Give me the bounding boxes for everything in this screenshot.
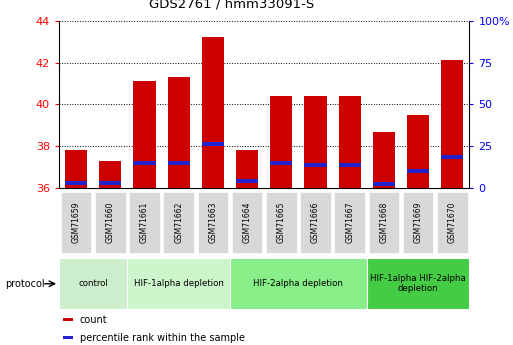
Bar — [63, 318, 73, 321]
Bar — [63, 336, 73, 339]
Bar — [127, 258, 230, 309]
Bar — [168, 77, 190, 188]
Bar — [437, 192, 468, 253]
Text: GSM71665: GSM71665 — [277, 202, 286, 243]
Bar — [95, 192, 126, 253]
Bar — [129, 192, 160, 253]
Bar — [198, 192, 228, 253]
Text: HIF-1alpha depletion: HIF-1alpha depletion — [134, 279, 224, 288]
Bar — [133, 161, 155, 165]
Text: HIF-2alpha depletion: HIF-2alpha depletion — [253, 279, 343, 288]
Text: GSM71659: GSM71659 — [72, 202, 81, 243]
Bar — [202, 37, 224, 188]
Bar — [334, 192, 365, 253]
Bar — [373, 131, 395, 188]
Bar — [65, 181, 87, 185]
Bar — [304, 96, 327, 188]
Bar — [407, 169, 429, 174]
Text: GDS2761 / hmm33091-S: GDS2761 / hmm33091-S — [149, 0, 314, 10]
Text: GSM71660: GSM71660 — [106, 202, 115, 243]
Bar — [202, 142, 224, 146]
Text: GSM71661: GSM71661 — [140, 202, 149, 243]
Bar — [373, 182, 395, 186]
Bar — [59, 258, 127, 309]
Text: GSM71663: GSM71663 — [208, 202, 218, 243]
Bar — [230, 258, 367, 309]
Bar — [232, 192, 263, 253]
Bar — [99, 181, 122, 185]
Text: GSM71666: GSM71666 — [311, 202, 320, 243]
Bar — [441, 155, 463, 159]
Bar — [270, 96, 292, 188]
Text: GSM71662: GSM71662 — [174, 202, 183, 243]
Bar — [407, 115, 429, 188]
Text: protocol: protocol — [5, 279, 45, 289]
Text: GSM71670: GSM71670 — [448, 202, 457, 243]
Text: GSM71669: GSM71669 — [413, 202, 423, 243]
Bar — [441, 60, 463, 188]
Bar — [65, 150, 87, 188]
Bar — [163, 192, 194, 253]
Text: control: control — [78, 279, 108, 288]
Bar — [368, 192, 399, 253]
Bar — [266, 192, 297, 253]
Text: percentile rank within the sample: percentile rank within the sample — [80, 333, 245, 343]
Bar — [339, 163, 361, 167]
Bar — [300, 192, 331, 253]
Text: GSM71668: GSM71668 — [380, 202, 388, 243]
Bar — [236, 150, 258, 188]
Bar — [133, 81, 155, 188]
Text: GSM71664: GSM71664 — [243, 202, 251, 243]
Bar — [270, 161, 292, 165]
Bar — [367, 258, 469, 309]
Bar — [403, 192, 433, 253]
Text: HIF-1alpha HIF-2alpha
depletion: HIF-1alpha HIF-2alpha depletion — [370, 274, 466, 294]
Bar — [168, 161, 190, 165]
Text: count: count — [80, 315, 107, 325]
Bar — [304, 163, 327, 167]
Bar — [99, 161, 122, 188]
Bar — [61, 192, 91, 253]
Text: GSM71667: GSM71667 — [345, 202, 354, 243]
Bar — [236, 179, 258, 183]
Bar — [339, 96, 361, 188]
